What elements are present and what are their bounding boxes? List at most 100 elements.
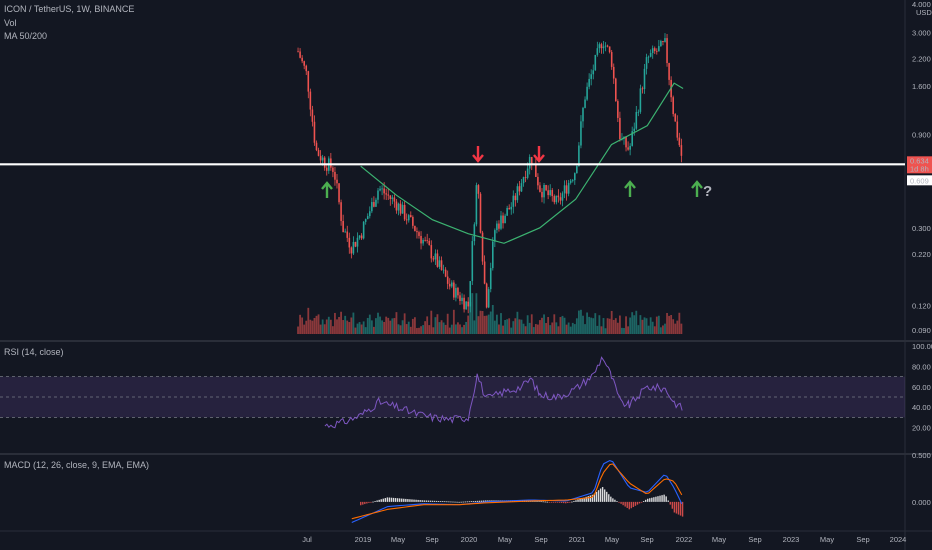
candle xyxy=(446,270,449,290)
candle xyxy=(617,99,619,123)
volume-bar xyxy=(452,309,455,334)
volume-bar xyxy=(413,317,416,334)
volume-bar xyxy=(668,315,670,334)
candle xyxy=(573,172,576,185)
rsi-label[interactable]: RSI (14, close) xyxy=(4,347,64,357)
macd-hist-bar xyxy=(679,501,682,516)
up-arrow-icon[interactable] xyxy=(321,181,333,198)
vol-label[interactable]: Vol xyxy=(4,18,17,28)
macd-hist-bar xyxy=(452,501,454,503)
macd-hist-bar xyxy=(419,500,421,502)
macd-hist-bar xyxy=(376,500,378,502)
macd-hist-bar xyxy=(398,498,401,502)
volume-bar xyxy=(463,324,465,334)
volume-bar xyxy=(549,325,552,334)
volume-bar xyxy=(655,316,658,334)
volume-bar xyxy=(666,312,668,334)
volume-bar xyxy=(393,318,396,334)
volume-bar xyxy=(651,321,654,334)
volume-bar xyxy=(516,311,519,334)
macd-hist-bar xyxy=(462,501,464,503)
down-arrow-icon[interactable] xyxy=(472,146,484,163)
volume-bar xyxy=(643,317,646,334)
time-axis-label: 2024 xyxy=(890,535,907,544)
ma-label[interactable]: MA 50/200 xyxy=(4,31,48,41)
candle xyxy=(641,86,644,94)
volume-bar xyxy=(629,317,632,334)
volume-bar xyxy=(518,319,521,334)
second-price-badge xyxy=(907,175,932,186)
macd-hist-bar xyxy=(618,501,620,503)
volume-bar xyxy=(465,321,468,334)
volume-bar xyxy=(338,317,340,334)
candle xyxy=(299,48,301,59)
volume-bar xyxy=(541,317,543,334)
candle xyxy=(422,238,424,246)
macd-hist-bar xyxy=(396,498,399,502)
candle xyxy=(649,49,652,58)
up-arrow-icon[interactable] xyxy=(624,180,636,197)
candle xyxy=(346,225,349,242)
candle xyxy=(510,202,513,215)
candle xyxy=(418,230,420,239)
candle xyxy=(653,46,656,55)
volume-bar xyxy=(424,321,427,334)
candle xyxy=(500,210,502,231)
volume-bar xyxy=(623,328,625,334)
macd-hist-bar xyxy=(640,501,643,503)
volume-bar xyxy=(377,312,379,334)
volume-bar xyxy=(422,325,424,334)
candle xyxy=(563,180,566,199)
candle xyxy=(325,164,328,176)
volume-bar xyxy=(631,312,634,334)
volume-bar xyxy=(315,315,318,334)
macd-hist-bar xyxy=(366,501,368,504)
candle xyxy=(596,41,599,57)
candle xyxy=(395,199,398,214)
candle xyxy=(559,192,562,205)
volume-bar xyxy=(307,307,310,334)
rsi-tick-label: 60.00 xyxy=(912,383,931,392)
macd-hist-bar xyxy=(606,491,608,502)
volume-bar xyxy=(553,314,556,334)
candle xyxy=(655,48,658,55)
time-axis-label: May xyxy=(605,535,619,544)
macd-hist-bar xyxy=(458,501,460,503)
candle xyxy=(313,115,316,146)
volume-bar xyxy=(416,328,418,334)
volume-bar xyxy=(610,310,613,334)
time-axis-label: Sep xyxy=(748,535,761,544)
volume-bar xyxy=(508,318,511,334)
volume-bars xyxy=(297,293,683,334)
macd-hist-bar xyxy=(429,500,432,502)
candle xyxy=(496,220,498,234)
candle xyxy=(580,115,582,149)
candle xyxy=(475,182,478,227)
macd-hist-bar xyxy=(466,501,469,503)
volume-bar xyxy=(561,315,564,334)
volume-bar xyxy=(659,327,662,334)
macd-hist-bar xyxy=(413,499,415,502)
candle xyxy=(487,286,490,309)
candle xyxy=(549,184,551,197)
time-axis-label: 2019 xyxy=(355,535,372,544)
down-arrow-icon[interactable] xyxy=(533,146,545,163)
macd-hist-bar xyxy=(552,501,555,503)
macd-hist-bar xyxy=(638,501,641,504)
volume-bar xyxy=(608,318,611,334)
volume-bar xyxy=(551,322,554,334)
time-axis-label: May xyxy=(498,535,512,544)
time-axis-label: May xyxy=(391,535,405,544)
price-tick-label: 0.900 xyxy=(912,131,931,140)
candle xyxy=(508,204,510,210)
macd-hist-bar xyxy=(439,501,442,502)
volume-bar xyxy=(649,317,652,334)
macd-hist-bar xyxy=(579,498,581,502)
candle xyxy=(334,166,336,186)
macd-hist-bar xyxy=(425,500,428,502)
macd-label[interactable]: MACD (12, 26, close, 9, EMA, EMA) xyxy=(4,460,150,470)
volume-bar xyxy=(418,327,420,334)
up-arrow-icon[interactable] xyxy=(691,180,703,197)
price-tick-label: 1.600 xyxy=(912,82,931,91)
